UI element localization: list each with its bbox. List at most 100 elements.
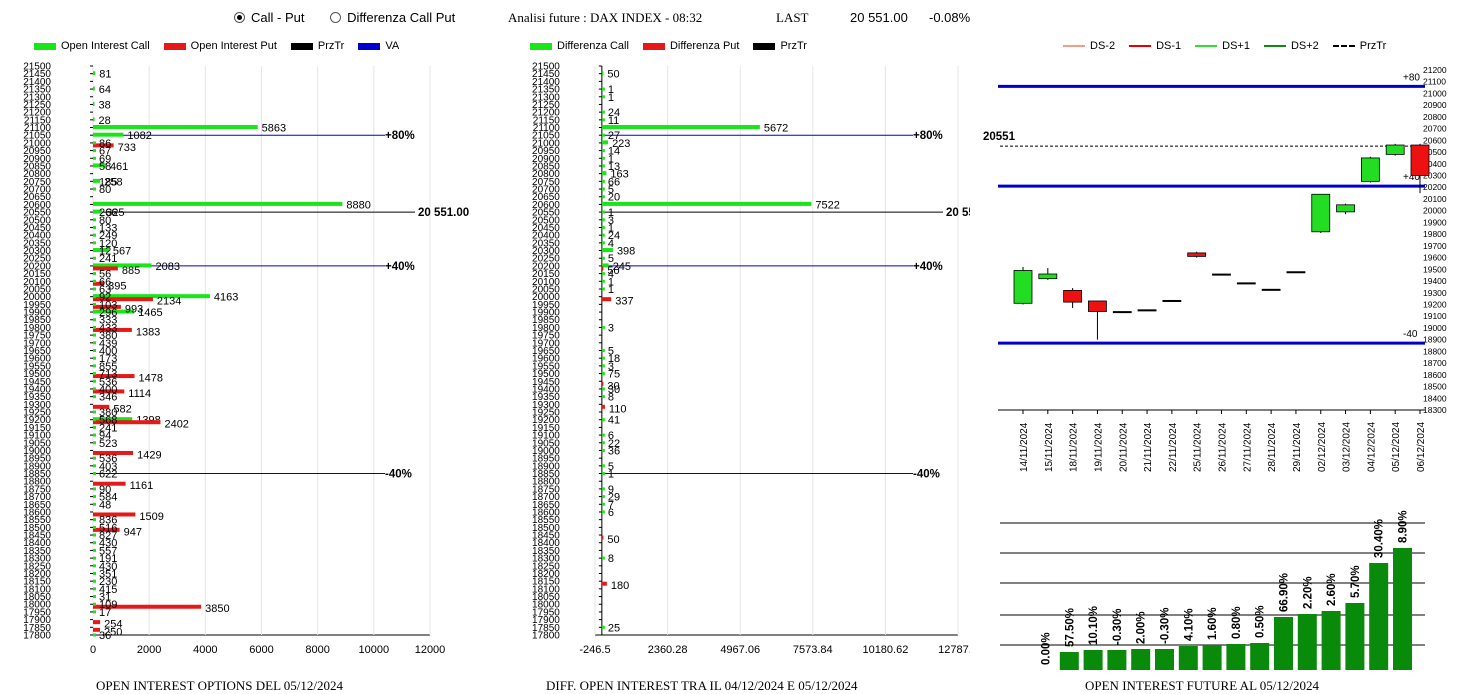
y-tick-label: 20900 [1423,100,1447,110]
y-tick-label: 17850 [532,623,560,634]
small-bar [601,464,605,468]
oi-future-bar [1226,644,1246,670]
y-tick-label: 19600 [1423,253,1447,263]
y-tick-label: 21100 [1423,77,1446,87]
y-tick-label: 19450 [532,377,560,388]
small-value-label: 13 [608,161,620,173]
small-value-label: 8 [608,553,614,565]
small-bar [601,556,605,560]
call-bar [93,101,95,106]
call-bar [601,201,812,206]
y-tick-label: 18200 [23,569,51,580]
y-tick-label: 21450 [23,69,51,80]
y-tick-label: 21300 [23,92,51,103]
small-value-label: 6 [608,507,614,519]
small-bar [93,287,96,291]
small-bar [93,241,96,245]
put-value-label: 1478 [139,373,163,385]
small-value-label: 1 [608,276,614,288]
small-bar [93,541,96,545]
y-tick-label: 18350 [532,546,560,557]
small-bar [601,487,605,491]
oi-future-bar [1274,617,1293,670]
legend-oi-item: Open Interest Call [34,40,150,52]
small-value-label: 430 [99,538,117,550]
small-bar [93,310,96,314]
small-value-label: 8 [608,392,614,404]
legend-future-swatch [1195,45,1218,47]
small-bar [601,225,605,229]
x-tick-label: 15/11/2024 [1044,422,1055,472]
small-bar [601,325,605,329]
legend-diff-swatch [753,42,776,50]
y-tick-label: 18800 [23,477,51,488]
small-bar [93,410,96,414]
oi-future-label: 8.90% [1398,510,1410,543]
legend-future-label: DS-2 [1090,40,1116,52]
y-tick-label: 20950 [23,146,51,157]
y-tick-label: 20550 [23,208,51,219]
x-tick-label: 4000 [193,644,217,656]
small-bar [601,441,605,445]
y-tick-label: 21050 [23,131,51,142]
oi-options-chart: 0 2000 4000 6000 8000 10000 12000 2150021450214… [23,62,469,657]
put-bar [93,374,135,379]
put-value-label: 50 [607,265,619,277]
small-value-label: 30 [608,384,620,396]
oi-future-label: 2.00% [1136,611,1148,644]
radio-call-put[interactable]: Call - Put [234,10,304,25]
small-value-label: 5 [608,253,614,265]
y-tick-label: 21150 [24,115,52,126]
small-bar [93,425,96,429]
call-value-label: 325 [106,207,124,219]
small-bar [93,456,96,460]
y-tick-label: 21200 [1423,65,1447,75]
small-value-label: 12 [99,246,111,258]
y-tick-label: 20150 [532,269,560,280]
y-tick-label: 19150 [532,423,560,434]
small-value-label: 75 [608,369,620,381]
candle-body [1063,290,1083,303]
put-bar [601,381,604,386]
call-value-label: 2083 [155,261,179,273]
small-bar [93,433,96,437]
small-value-label: 80 [99,215,111,227]
oi-future-label: 0.00% [1041,632,1053,665]
small-value-label: 1 [608,207,614,219]
small-bar [93,472,96,476]
y-tick-label: 19000 [23,446,51,457]
small-value-label: 22 [608,438,620,450]
y-tick-label: 20400 [1423,159,1447,169]
small-bar [93,633,96,637]
small-value-label: 58 [99,161,111,173]
small-bar [93,325,96,329]
y-tick-label: 19650 [532,346,560,357]
put-value-label: 1114 [128,388,151,400]
y-tick-label: 21450 [532,69,560,80]
small-value-label: 69 [99,153,111,165]
small-bar [93,218,96,222]
small-value-label: 351 [99,568,117,580]
small-value-label: 249 [99,230,117,242]
call-value-label: 258 [104,176,122,188]
y-tick-label: 18500 [23,523,51,534]
small-bar [93,156,96,160]
small-bar [93,225,96,229]
y-tick-label: 18950 [532,454,560,465]
small-bar [601,156,605,160]
y-tick-label: 19200 [1423,299,1447,309]
legend-oi-swatch [290,42,313,50]
small-bar [93,249,96,253]
put-bar [601,297,612,302]
oi-future-label: 2.60% [1326,573,1338,606]
legend-future-label: DS+1 [1222,40,1250,52]
small-bar [93,272,96,276]
small-bar [601,241,605,245]
last-value: 20 551.00 [850,10,908,25]
small-bar [601,187,605,191]
radio-differenza[interactable]: Differenza Call Put [330,10,455,25]
radio-unchecked-icon [330,12,342,23]
small-value-label: 3 [608,215,614,227]
put-value-label: 337 [615,296,633,308]
